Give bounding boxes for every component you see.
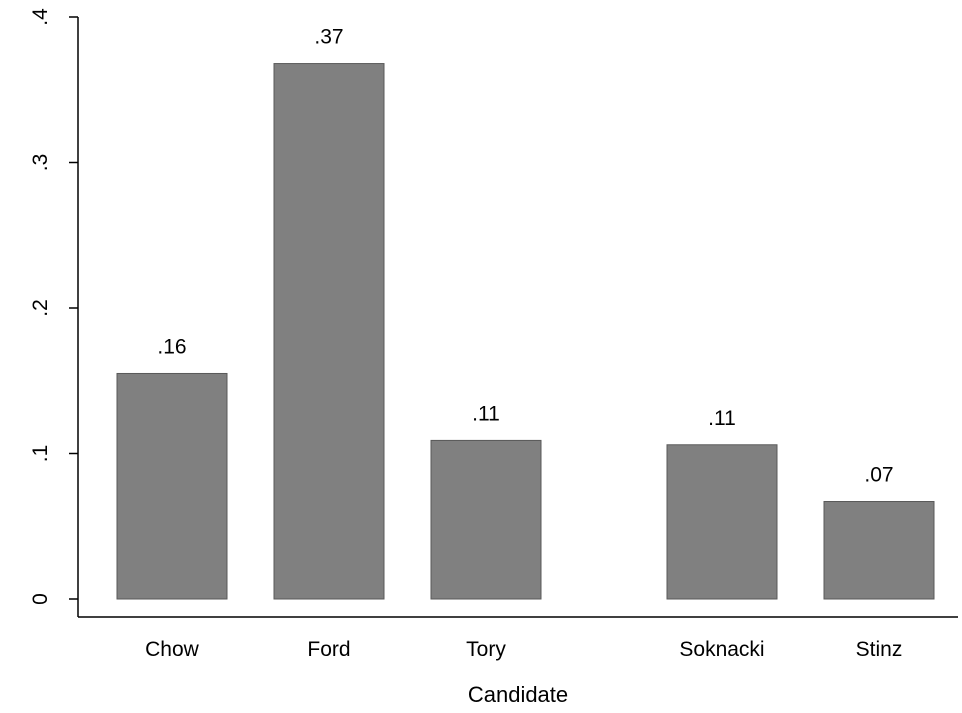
data-label-chow: .16 — [157, 335, 186, 358]
data-label-ford: .37 — [314, 26, 343, 49]
data-label-tory: .11 — [472, 402, 500, 425]
y-tick-label: 0 — [29, 593, 52, 605]
bar-stinz — [823, 501, 935, 600]
y-tick-label: .2 — [29, 299, 52, 317]
x-tick-label-ford: Ford — [307, 638, 350, 661]
data-label-soknacki: .11 — [708, 407, 736, 430]
y-axis-ticks: 0 .1 .2 .3 .4 — [29, 8, 78, 605]
bar-tory — [430, 439, 542, 600]
data-labels-group: .16 .37 .11 .11 .07 — [157, 26, 893, 487]
x-tick-label-chow: Chow — [145, 638, 200, 661]
x-tick-label-stinz: Stinz — [856, 638, 903, 661]
bar-ford — [273, 63, 385, 600]
bar-soknacki — [666, 444, 778, 600]
bar-chow — [116, 372, 228, 600]
x-tick-label-tory: Tory — [466, 638, 506, 661]
bars-group — [116, 63, 935, 600]
data-label-stinz: .07 — [864, 464, 893, 487]
x-axis-title: Candidate — [468, 682, 568, 707]
x-axis-ticks: Chow Ford Tory Soknacki Stinz — [145, 638, 902, 661]
y-tick-label: .4 — [29, 8, 52, 26]
y-tick-label: .1 — [29, 445, 52, 463]
y-tick-label: .3 — [29, 154, 52, 172]
x-tick-label-soknacki: Soknacki — [679, 638, 764, 661]
